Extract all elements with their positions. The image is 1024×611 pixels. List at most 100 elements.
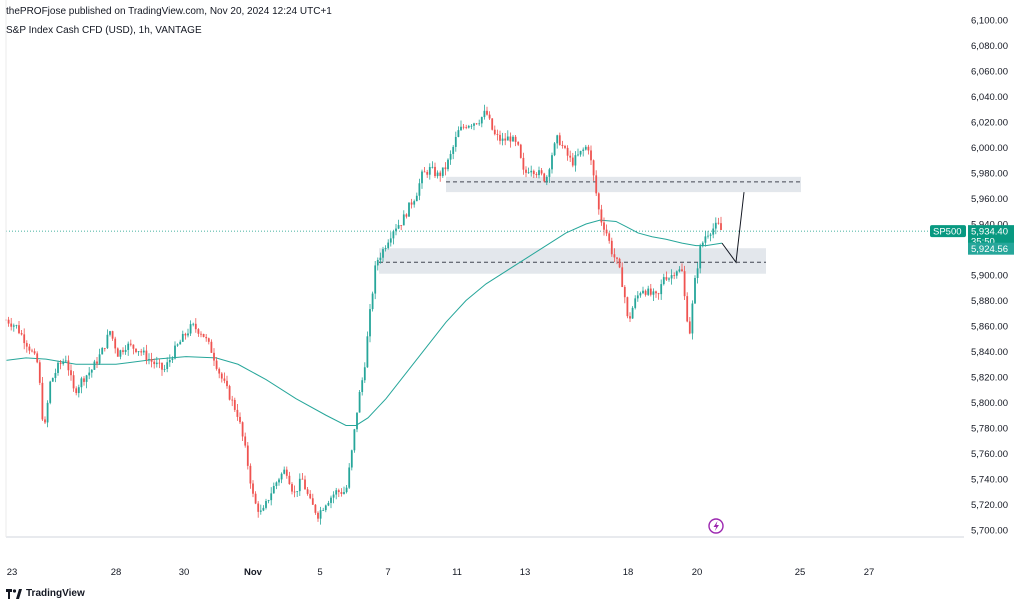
candle-body: [496, 134, 499, 135]
candle: [166, 357, 169, 373]
candle: [694, 275, 696, 304]
candle-body: [566, 147, 569, 156]
y-tick-label: 5,980.00: [971, 169, 1008, 180]
candle-body: [616, 257, 618, 259]
candle: [296, 491, 299, 497]
candle-body: [714, 222, 717, 229]
candle-body: [114, 338, 117, 349]
candle-body: [223, 378, 226, 381]
candle-body: [584, 146, 587, 150]
candle: [189, 320, 192, 337]
candle: [119, 349, 122, 360]
candle: [605, 224, 608, 237]
candle-body: [158, 362, 161, 364]
candle: [379, 252, 382, 264]
candle: [665, 271, 668, 282]
candle-body: [340, 492, 343, 494]
candle: [88, 367, 91, 380]
candle: [587, 144, 590, 155]
candle-body: [551, 155, 553, 170]
candle: [106, 329, 109, 350]
candle: [592, 159, 595, 181]
tradingview-logo-icon: [6, 588, 22, 599]
y-tick-label: 5,860.00: [971, 322, 1008, 333]
candle: [314, 504, 317, 515]
candle-body: [460, 126, 462, 131]
candle: [283, 466, 286, 475]
x-tick-label: 11: [452, 567, 462, 578]
x-tick-label: Nov: [244, 567, 263, 578]
candle: [90, 369, 93, 378]
candle: [252, 480, 254, 498]
candle-body: [395, 228, 397, 232]
candle: [584, 144, 587, 151]
candle: [452, 145, 455, 160]
candle: [597, 192, 600, 215]
candle: [493, 125, 496, 136]
x-tick-label: 25: [795, 567, 806, 578]
lightning-icon[interactable]: [708, 518, 724, 534]
candle-body: [696, 268, 699, 278]
candle-body: [397, 225, 400, 229]
candle: [18, 320, 20, 335]
tradingview-brand[interactable]: TradingView: [6, 588, 85, 599]
candle-body: [530, 170, 533, 173]
ma-line: [5, 219, 723, 426]
candle-body: [574, 155, 577, 166]
candle: [197, 328, 200, 337]
candle-body: [83, 378, 85, 382]
candle-body: [345, 487, 348, 493]
y-tick-label: 5,800.00: [971, 398, 1008, 409]
candle-body: [70, 370, 72, 376]
candle: [522, 152, 525, 175]
x-tick-label: 20: [692, 567, 703, 578]
candle-body: [444, 167, 447, 170]
candle-body: [106, 334, 109, 349]
candle-body: [465, 127, 468, 128]
candle: [319, 506, 322, 525]
candle-body: [241, 422, 244, 437]
candle-body: [447, 159, 449, 170]
candle-body: [509, 136, 512, 142]
candle-body: [330, 497, 332, 503]
candle: [681, 263, 683, 272]
candle-body: [127, 343, 130, 350]
candle: [46, 400, 49, 428]
candle: [205, 334, 208, 342]
candle: [363, 362, 366, 383]
candle: [101, 346, 104, 355]
candle: [233, 397, 236, 412]
candle-body: [350, 450, 353, 468]
candle: [291, 482, 293, 495]
symbol-title[interactable]: S&P Index Cash CFD (USD), 1h, VANTAGE: [6, 25, 202, 36]
candle-body: [439, 172, 442, 176]
candle: [668, 277, 670, 282]
candle-body: [506, 136, 509, 141]
candle-body: [343, 492, 345, 494]
candle: [223, 372, 226, 384]
candle-body: [600, 209, 603, 223]
candle: [285, 466, 288, 479]
candle: [10, 317, 13, 331]
candle: [228, 384, 231, 401]
candle: [571, 152, 574, 168]
candle-body: [371, 293, 374, 310]
candle: [374, 261, 377, 300]
candle: [309, 490, 312, 500]
candle: [566, 145, 569, 161]
candle: [158, 358, 161, 369]
candle: [226, 375, 228, 389]
candle: [532, 169, 535, 179]
candle-body: [358, 391, 361, 413]
candle-body: [332, 494, 335, 498]
candle-body: [101, 348, 104, 355]
candle: [72, 371, 75, 392]
candle-body: [421, 171, 423, 184]
candle: [127, 341, 130, 356]
candle: [57, 360, 59, 376]
candle-body: [434, 166, 436, 177]
candles: [5, 104, 722, 525]
candle: [59, 359, 62, 370]
